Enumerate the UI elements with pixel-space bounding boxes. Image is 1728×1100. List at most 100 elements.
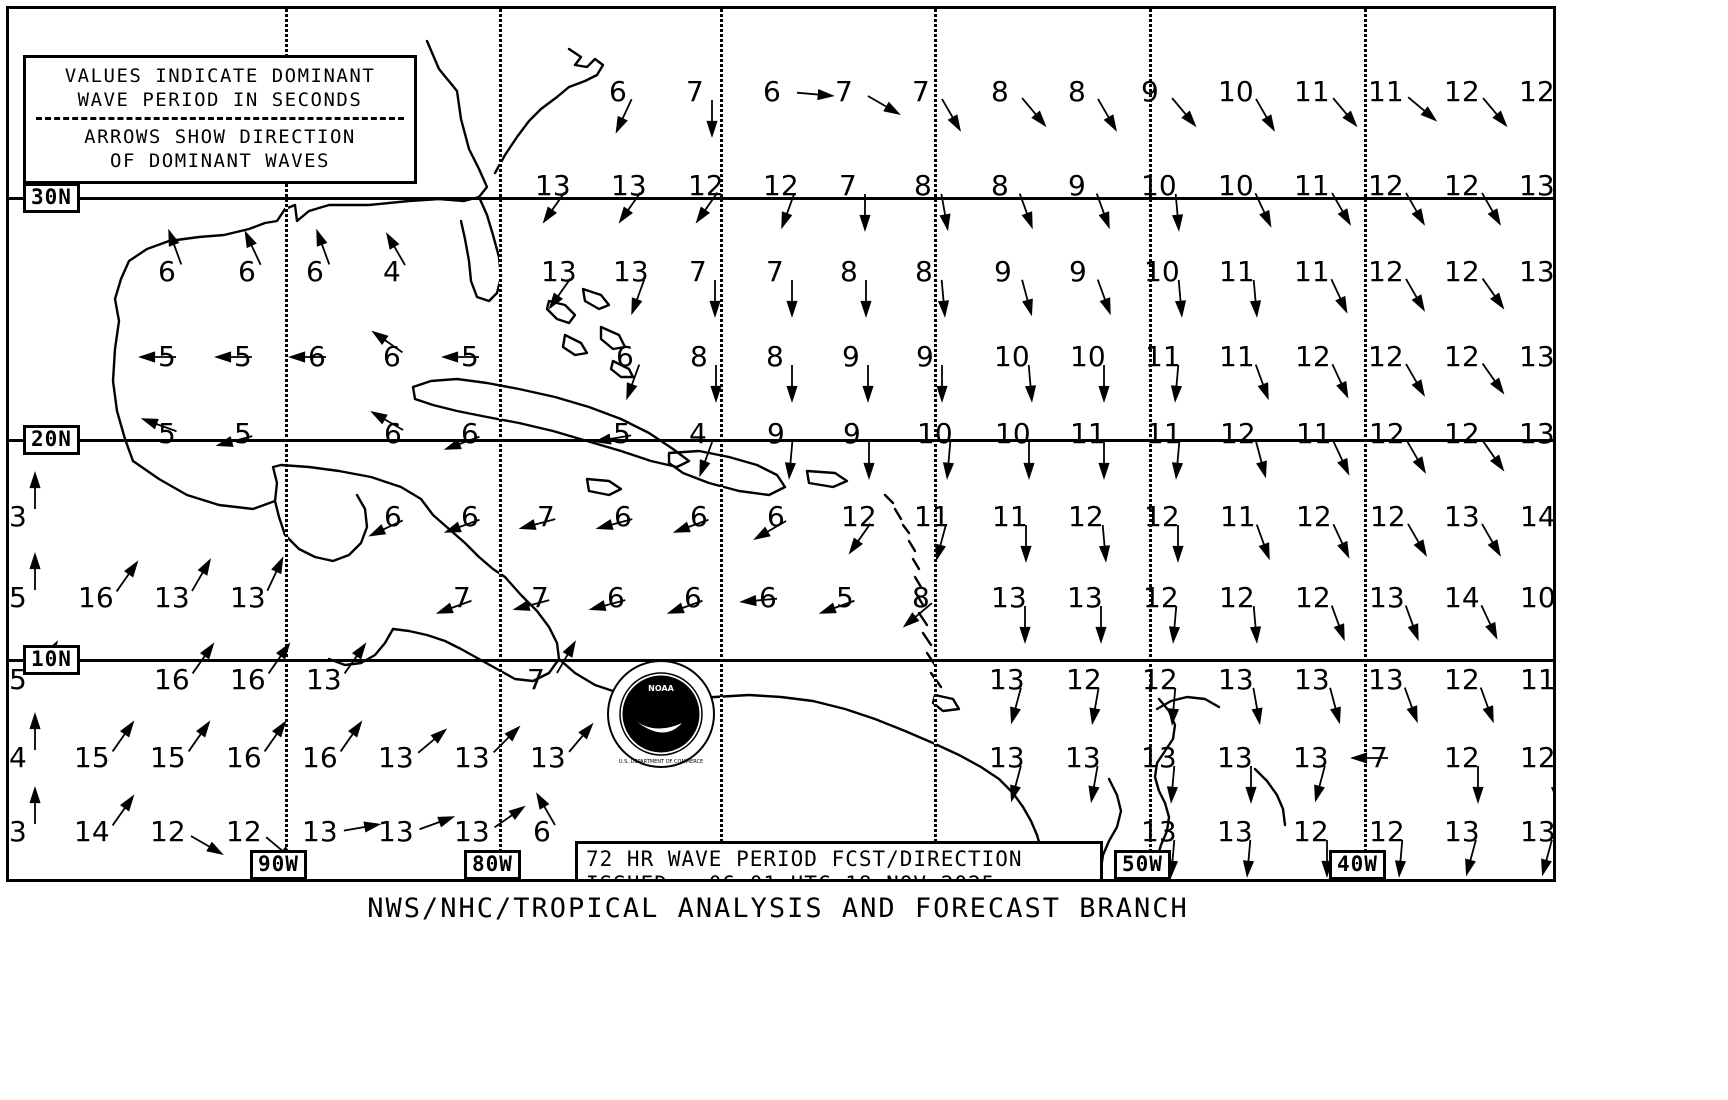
wave-period-value: 13 [1067,581,1103,614]
wave-direction-arrow-icon [1331,363,1349,399]
meridian-80w [499,9,502,879]
wave-period-value: 13 [541,255,577,288]
wave-period-value: 11 [992,500,1028,533]
wave-period-value: 7 [689,255,707,288]
wave-period-value: 9 [994,255,1012,288]
wave-direction-arrow-icon [138,351,176,363]
wave-direction-arrow-icon [494,805,526,829]
wave-period-value: 8 [915,255,933,288]
wave-direction-arrow-icon [1332,523,1350,559]
wave-period-value: 5 [9,663,27,696]
wave-period-value: 13 [1520,815,1553,848]
wave-period-value: 13 [230,581,266,614]
wave-direction-arrow-icon [214,351,252,363]
wave-period-value: 8 [766,340,784,373]
wave-direction-arrow-icon [941,98,961,132]
wave-period-value: 12 [1293,815,1329,848]
wave-period-value: 9 [767,417,785,450]
wave-direction-arrow-icon [1172,525,1184,563]
wave-direction-arrow-icon [862,365,874,403]
wave-period-value: 13 [1217,741,1253,774]
wave-direction-arrow-icon [1541,839,1553,877]
wave-period-value: 13 [1065,741,1101,774]
wave-direction-arrow-icon [29,471,41,509]
wave-direction-arrow-icon [706,100,718,138]
wave-period-value: 6 [690,500,708,533]
wave-direction-arrow-icon [435,599,472,614]
wave-period-value: 13 [1444,500,1480,533]
wave-direction-arrow-icon [1331,192,1351,226]
wave-period-value: 5 [836,581,854,614]
wave-period-value: 9 [1069,255,1087,288]
wave-period-value: 4 [689,417,707,450]
wave-direction-arrow-icon [937,279,950,318]
wave-direction-arrow-icon [863,442,875,480]
wave-direction-arrow-icon [695,192,719,224]
wave-direction-arrow-icon [1088,765,1100,804]
wave-direction-arrow-icon [191,642,215,674]
wave-direction-arrow-icon [1407,523,1427,557]
wave-direction-arrow-icon [493,725,521,753]
wave-period-value: 8 [690,340,708,373]
wave-period-value: 12 [1369,417,1405,450]
wave-direction-arrow-icon [111,794,135,826]
wave-direction-arrow-icon [1255,441,1267,479]
wave-period-value: 13 [378,815,414,848]
wave-direction-arrow-icon [1174,279,1187,318]
wave-direction-arrow-icon [1245,766,1257,804]
wave-period-value: 9 [843,417,861,450]
wave-direction-arrow-icon [593,433,632,445]
wave-period-value: 6 [763,75,781,108]
wave-period-value: 13 [1444,815,1480,848]
wave-direction-arrow-icon [1168,605,1181,644]
wave-period-value: 11 [1368,75,1404,108]
wave-direction-arrow-icon [753,520,787,540]
wave-period-value: 10 [994,340,1030,373]
wave-direction-arrow-icon [942,441,955,480]
wave-period-value: 13 [1293,741,1329,774]
wave-period-value: 10 [917,417,953,450]
lat-label-10n: 10N [23,645,80,675]
wave-period-value: 12 [1520,741,1553,774]
wave-period-value: 13 [1141,741,1177,774]
wave-direction-arrow-icon [1019,606,1031,644]
wave-direction-arrow-icon [343,642,367,674]
wave-period-value: 12 [1068,500,1104,533]
wave-period-value: 12 [1368,255,1404,288]
wave-period-value: 11 [1294,169,1330,202]
wave-period-value: 12 [1066,663,1102,696]
wave-direction-arrow-icon [1021,279,1033,317]
wave-period-value: 12 [226,815,262,848]
wave-period-value: 12 [1444,741,1480,774]
wave-direction-arrow-icon [267,642,291,674]
wave-direction-arrow-icon [1405,192,1425,226]
wave-period-value: 12 [1219,581,1255,614]
wave-period-value: 8 [991,75,1009,108]
forecast-issued: ISSUED: 06:01 UTC 18 NOV 2025 [578,872,1100,879]
legend-box: VALUES INDICATE DOMINANT WAVE PERIOD IN … [23,55,417,184]
wave-direction-arrow-icon [1171,441,1184,480]
wave-period-value: 13 [613,255,649,288]
wave-direction-arrow-icon [1251,687,1263,726]
wave-period-value: 13 [1294,663,1330,696]
wave-direction-arrow-icon [1010,687,1022,725]
wave-direction-arrow-icon [288,351,326,363]
wave-period-value: 6 [684,581,702,614]
wave-direction-arrow-icon [1465,839,1477,877]
wave-direction-arrow-icon [1254,364,1269,401]
wave-direction-arrow-icon [518,518,556,530]
wave-direction-arrow-icon [568,722,594,753]
wave-direction-arrow-icon [542,192,566,224]
wave-direction-arrow-icon [29,786,41,824]
wave-direction-arrow-icon [215,435,253,447]
wave-direction-arrow-icon [316,228,331,265]
wave-period-value: 7 [527,663,545,696]
wave-period-value: 12 [150,815,186,848]
wave-period-value: 12 [1295,581,1331,614]
wave-direction-arrow-icon [1018,193,1033,230]
wave-direction-arrow-icon [867,95,901,115]
wave-direction-arrow-icon [370,411,404,431]
wave-direction-arrow-icon [1404,605,1419,642]
wave-direction-arrow-icon [339,720,363,752]
wave-direction-arrow-icon [860,280,872,318]
